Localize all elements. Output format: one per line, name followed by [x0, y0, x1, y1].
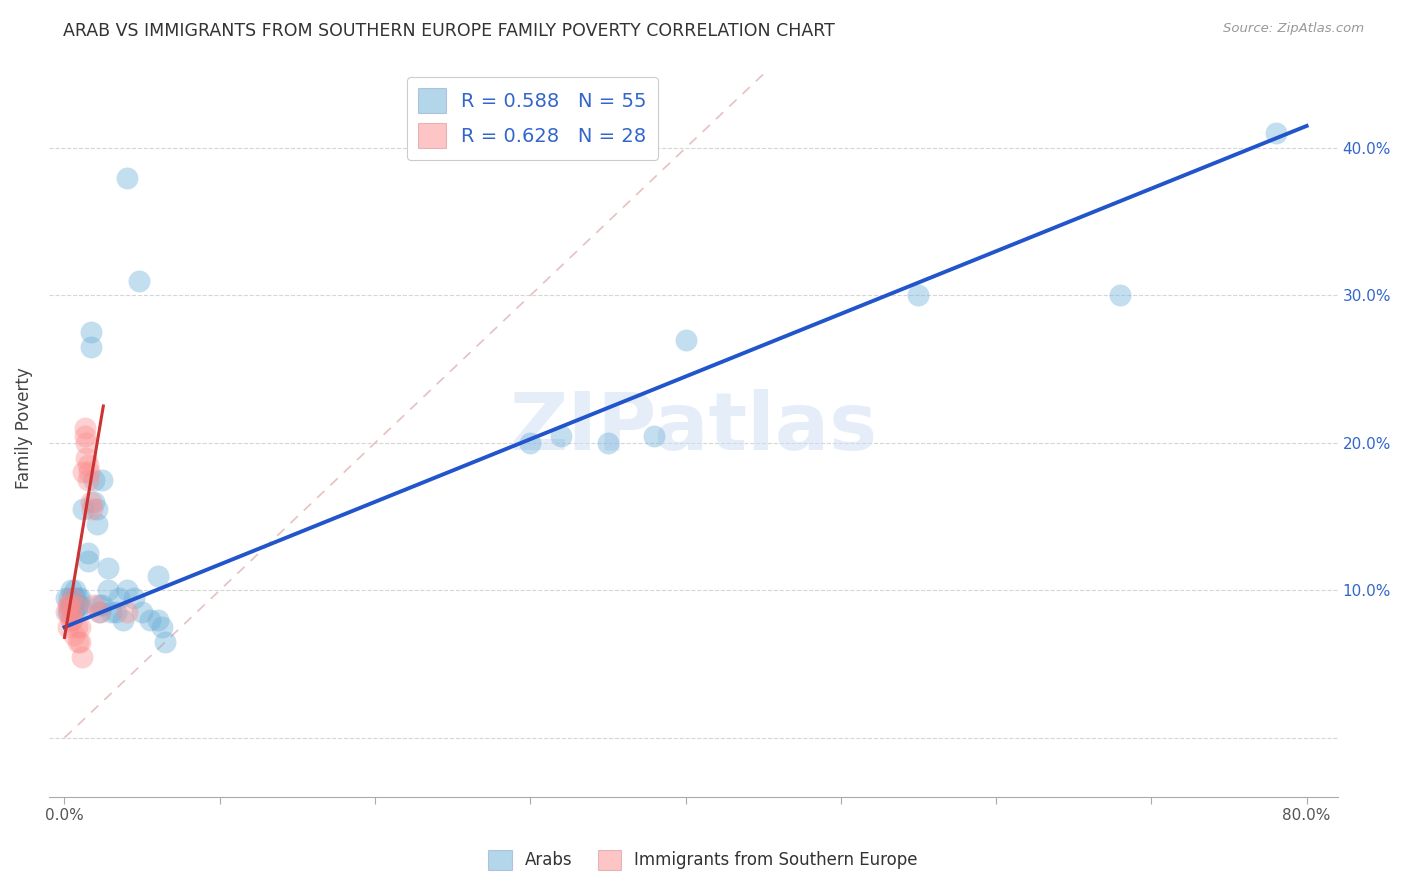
- Point: [75, 450, 97, 465]
- Point: [146, 568, 169, 582]
- Point: [72, 466, 94, 480]
- Point: [58, 606, 80, 620]
- Point: [76, 546, 98, 560]
- Point: [550, 428, 572, 442]
- Point: [675, 333, 697, 347]
- Point: [72, 502, 94, 516]
- Text: Source: ZipAtlas.com: Source: ZipAtlas.com: [1223, 22, 1364, 36]
- Point: [80, 340, 103, 354]
- Point: [104, 606, 127, 620]
- Point: [79, 466, 101, 480]
- Point: [128, 274, 150, 288]
- Point: [596, 436, 619, 450]
- Point: [90, 473, 112, 487]
- Point: [112, 613, 135, 627]
- Point: [62, 606, 84, 620]
- Point: [67, 635, 90, 649]
- Point: [100, 606, 122, 620]
- Point: [97, 561, 120, 575]
- Point: [60, 598, 83, 612]
- Point: [59, 606, 82, 620]
- Point: [115, 170, 138, 185]
- Point: [83, 495, 105, 509]
- Point: [907, 288, 929, 302]
- Point: [67, 598, 90, 612]
- Point: [86, 516, 108, 531]
- Legend: R = 0.588   N = 55, R = 0.628   N = 28: R = 0.588 N = 55, R = 0.628 N = 28: [406, 77, 658, 160]
- Point: [89, 606, 111, 620]
- Point: [62, 598, 84, 612]
- Point: [90, 598, 112, 612]
- Point: [108, 591, 131, 605]
- Point: [59, 583, 82, 598]
- Point: [86, 502, 108, 516]
- Point: [146, 613, 169, 627]
- Point: [56, 598, 79, 612]
- Point: [131, 606, 153, 620]
- Point: [66, 620, 89, 634]
- Point: [87, 606, 110, 620]
- Point: [69, 591, 91, 605]
- Text: ARAB VS IMMIGRANTS FROM SOUTHERN EUROPE FAMILY POVERTY CORRELATION CHART: ARAB VS IMMIGRANTS FROM SOUTHERN EUROPE …: [63, 22, 835, 40]
- Point: [82, 502, 104, 516]
- Point: [80, 326, 103, 340]
- Point: [55, 606, 77, 620]
- Point: [66, 606, 89, 620]
- Point: [59, 598, 82, 612]
- Point: [67, 591, 90, 605]
- Point: [76, 458, 98, 472]
- Point: [76, 554, 98, 568]
- Point: [60, 613, 83, 627]
- Point: [69, 598, 91, 612]
- Point: [58, 591, 80, 605]
- Point: [66, 598, 89, 612]
- Y-axis label: Family Poverty: Family Poverty: [15, 368, 32, 489]
- Point: [65, 583, 87, 598]
- Point: [73, 428, 96, 442]
- Point: [73, 421, 96, 435]
- Legend: Arabs, Immigrants from Southern Europe: Arabs, Immigrants from Southern Europe: [482, 843, 924, 877]
- Point: [76, 473, 98, 487]
- Point: [83, 598, 105, 612]
- Point: [65, 598, 87, 612]
- Point: [115, 606, 138, 620]
- Point: [519, 436, 541, 450]
- Point: [65, 591, 87, 605]
- Point: [124, 591, 146, 605]
- Point: [56, 620, 79, 634]
- Point: [97, 583, 120, 598]
- Text: ZIPatlas: ZIPatlas: [509, 389, 877, 467]
- Point: [56, 606, 79, 620]
- Point: [60, 591, 83, 605]
- Point: [150, 620, 173, 634]
- Point: [60, 591, 83, 605]
- Point: [155, 635, 177, 649]
- Point: [115, 583, 138, 598]
- Point: [1264, 126, 1286, 140]
- Point: [75, 436, 97, 450]
- Point: [58, 598, 80, 612]
- Point: [87, 598, 110, 612]
- Point: [1109, 288, 1132, 302]
- Point: [80, 495, 103, 509]
- Point: [139, 613, 162, 627]
- Point: [55, 591, 77, 605]
- Point: [83, 473, 105, 487]
- Point: [62, 627, 84, 641]
- Point: [69, 635, 91, 649]
- Point: [70, 649, 93, 664]
- Point: [59, 613, 82, 627]
- Point: [643, 428, 665, 442]
- Point: [69, 620, 91, 634]
